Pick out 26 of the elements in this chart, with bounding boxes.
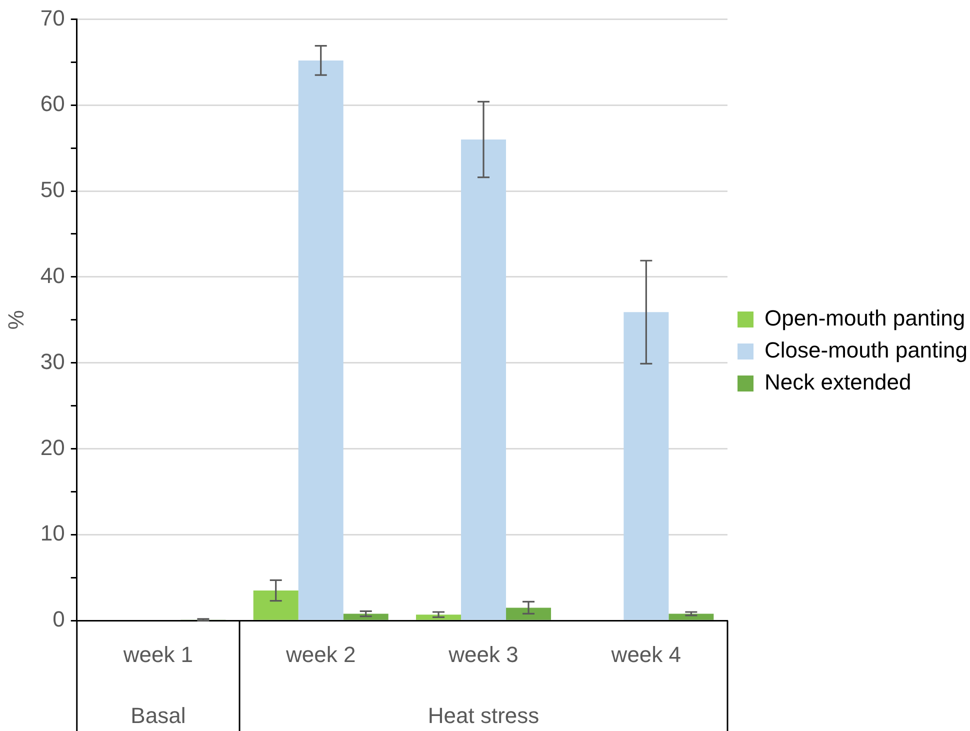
bar	[343, 614, 388, 620]
x-tick-label: week 2	[284, 642, 356, 667]
y-tick-label: 20	[40, 434, 65, 460]
bar	[298, 60, 344, 620]
bar	[253, 590, 298, 620]
y-tick-label: 10	[40, 520, 65, 546]
text: Basal	[130, 703, 186, 728]
legend-label: Open-mouth panting	[764, 306, 966, 331]
x-tick-label: week 3	[448, 642, 518, 667]
y-tick-label: 70	[40, 5, 65, 30]
y-tick-label: 60	[40, 91, 65, 116]
bar	[624, 312, 669, 620]
y-axis-title: %	[3, 310, 28, 330]
y-tick-label: 40	[40, 263, 65, 288]
text: Heat stress	[428, 703, 540, 728]
x-tick-label: week 1	[122, 642, 194, 667]
legend-label: Neck extended	[764, 370, 912, 395]
y-tick-label: 0	[52, 606, 65, 632]
bar	[506, 608, 552, 620]
legend-label: Close-mouth panting	[764, 338, 968, 363]
bar	[461, 139, 506, 620]
bar	[416, 614, 462, 620]
x-tick-label: week 4	[610, 642, 682, 667]
bar	[668, 614, 714, 620]
y-tick-label: 30	[40, 348, 65, 374]
y-tick-label: 50	[40, 177, 65, 202]
